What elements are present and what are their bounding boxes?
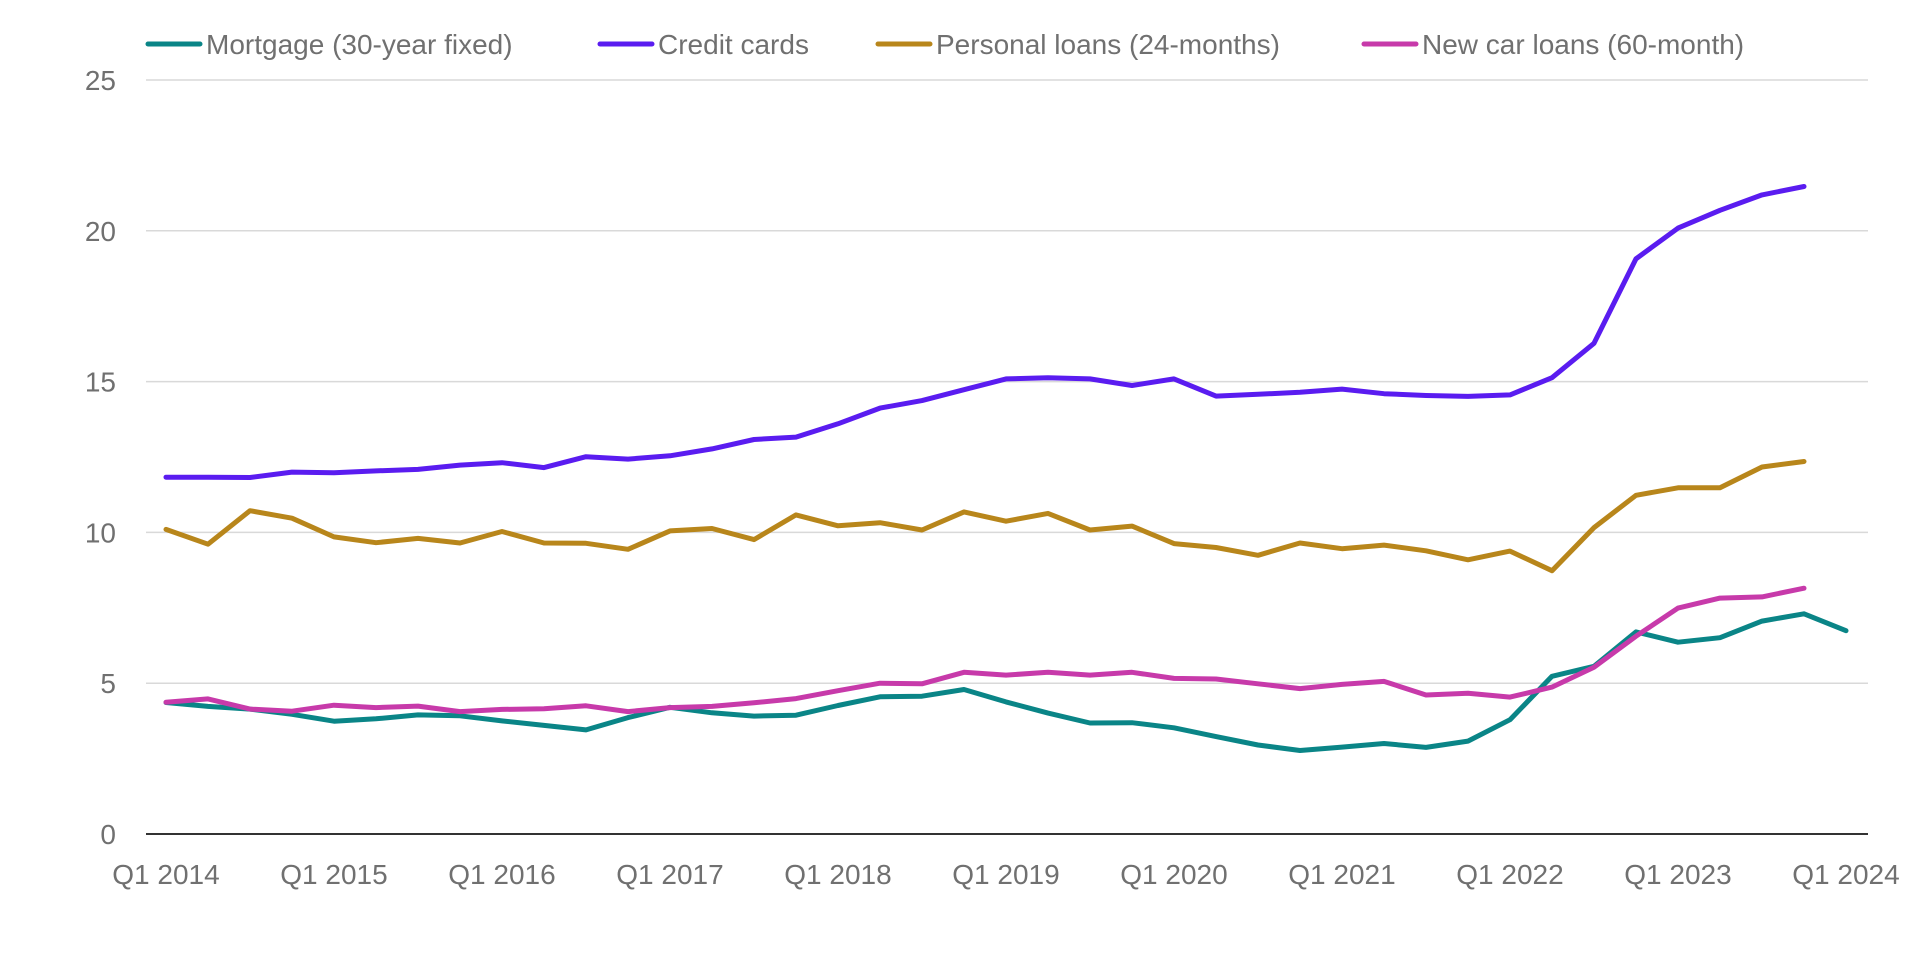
legend-label: Personal loans (24-months) — [936, 29, 1280, 60]
y-tick-label: 5 — [100, 668, 116, 699]
legend-item: New car loans (60-month) — [1361, 29, 1744, 60]
legend-label: Credit cards — [658, 29, 809, 60]
legend-item: Mortgage (30-year fixed) — [145, 29, 513, 60]
x-tick-label: Q1 2018 — [784, 859, 891, 890]
series-line-2 — [163, 459, 1807, 574]
x-axis: Q1 2014 Q1 2015 Q1 2016 Q1 2017 Q1 2018 Q1 20… — [112, 833, 1900, 890]
y-tick-label: 10 — [85, 517, 116, 548]
y-tick-label: 25 — [85, 65, 116, 96]
x-tick-label: Q1 2014 — [112, 859, 219, 890]
x-tick-label: Q1 2015 — [280, 859, 387, 890]
series-line-1 — [163, 184, 1807, 480]
y-tick-label: 15 — [85, 367, 116, 398]
x-tick-label: Q1 2016 — [448, 859, 555, 890]
x-tick-label: Q1 2023 — [1624, 859, 1731, 890]
x-tick-label: Q1 2020 — [1120, 859, 1227, 890]
x-tick-label: Q1 2017 — [616, 859, 723, 890]
x-tick-label: Q1 2021 — [1288, 859, 1395, 890]
grid — [146, 79, 1868, 684]
legend: Mortgage (30-year fixed) Credit cards Pers… — [145, 29, 1744, 60]
series-line-0 — [163, 611, 1849, 753]
y-tick-label: 0 — [100, 819, 116, 850]
legend-label: Mortgage (30-year fixed) — [206, 29, 513, 60]
legend-label: New car loans (60-month) — [1422, 29, 1744, 60]
series-line-3 — [163, 585, 1807, 715]
x-tick-label: Q1 2019 — [952, 859, 1059, 890]
legend-item: Personal loans (24-months) — [875, 29, 1280, 60]
x-tick-label: Q1 2024 — [1792, 859, 1899, 890]
series-lines — [163, 184, 1849, 753]
y-tick-label: 20 — [85, 216, 116, 247]
x-tick-label: Q1 2022 — [1456, 859, 1563, 890]
y-axis: 0 5 10 15 20 25 — [85, 65, 116, 850]
legend-item: Credit cards — [597, 29, 809, 60]
